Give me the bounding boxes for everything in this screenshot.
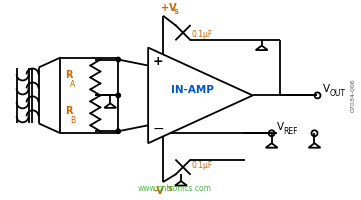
Text: A: A bbox=[70, 80, 76, 89]
Circle shape bbox=[269, 130, 275, 136]
Text: -V: -V bbox=[153, 186, 164, 196]
Text: B: B bbox=[70, 116, 75, 125]
Circle shape bbox=[314, 92, 321, 98]
Circle shape bbox=[116, 57, 121, 62]
Text: R: R bbox=[65, 70, 73, 80]
Circle shape bbox=[116, 93, 121, 98]
Text: R: R bbox=[65, 106, 73, 116]
Text: S: S bbox=[167, 186, 172, 192]
Circle shape bbox=[312, 130, 317, 136]
Text: +V: +V bbox=[161, 3, 177, 13]
Text: OUT: OUT bbox=[330, 89, 345, 98]
Text: IN-AMP: IN-AMP bbox=[170, 85, 213, 95]
Text: −: − bbox=[152, 122, 164, 136]
Text: V: V bbox=[322, 84, 330, 94]
Text: +: + bbox=[153, 55, 164, 68]
Text: S: S bbox=[173, 9, 178, 15]
Text: REF: REF bbox=[284, 127, 298, 136]
Text: 0.1μF: 0.1μF bbox=[192, 30, 213, 39]
Text: 0.1μF: 0.1μF bbox=[192, 161, 213, 170]
Circle shape bbox=[116, 129, 121, 133]
Text: V: V bbox=[277, 122, 284, 132]
Text: 07034-006: 07034-006 bbox=[351, 79, 356, 112]
Text: www.cntronics.com: www.cntronics.com bbox=[138, 184, 212, 193]
